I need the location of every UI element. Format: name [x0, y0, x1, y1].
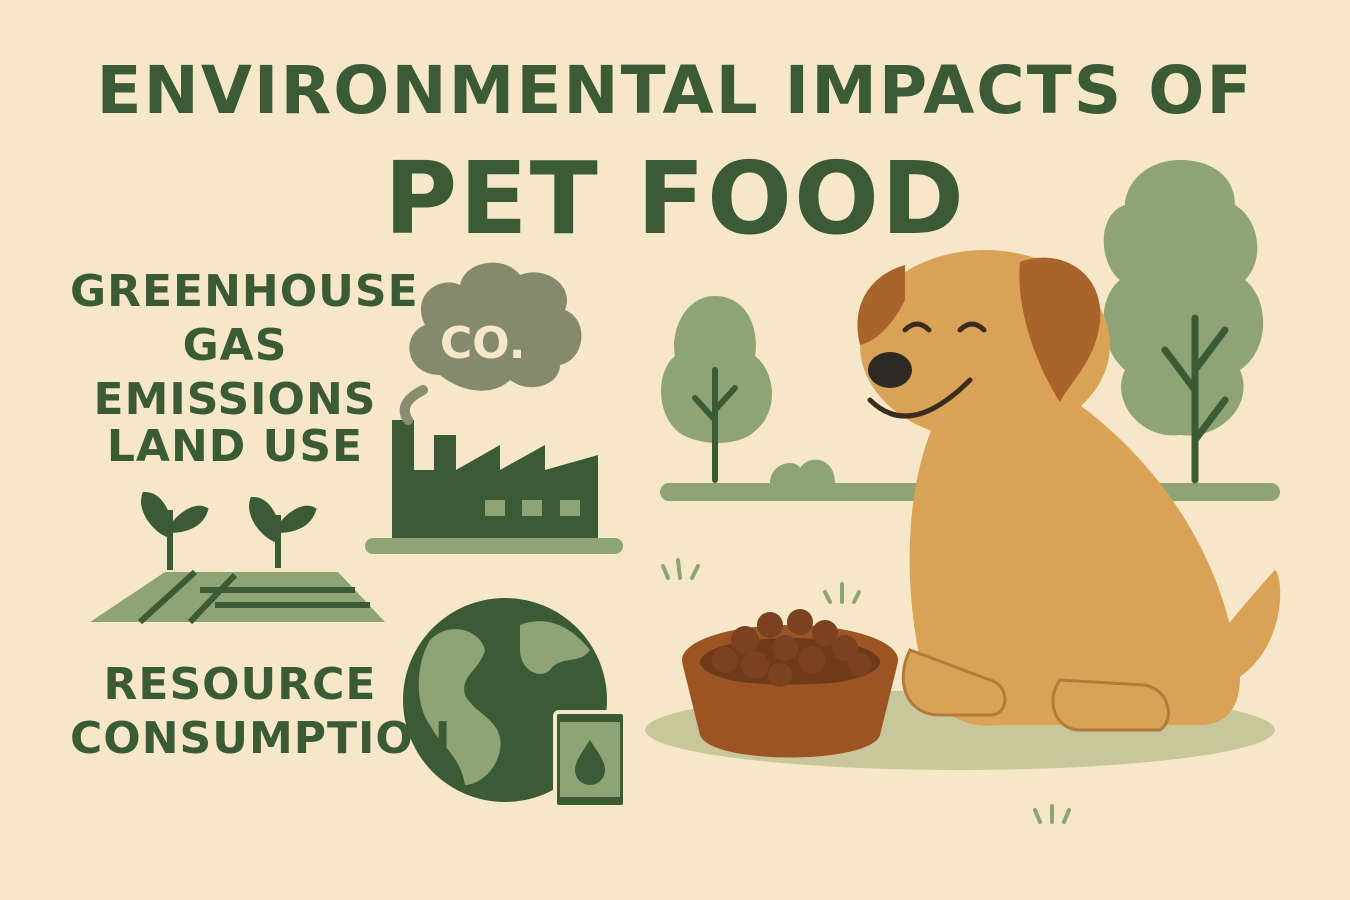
impact-label-line: GREENHOUSE	[70, 266, 419, 317]
factory-icon	[365, 385, 623, 554]
impact-land-use: LAND USE	[70, 420, 400, 474]
impact-label-line: LAND USE	[106, 421, 364, 472]
title-line-2: PET FOOD	[384, 140, 966, 257]
title-line-1: ENVIRONMENTAL IMPACTS OF	[96, 52, 1254, 129]
small-tree-icon	[661, 296, 772, 483]
food-bowl-icon	[682, 609, 898, 758]
impact-label-line: GAS EMISSIONS	[93, 320, 377, 425]
impact-resource-consumption: RESOURCE CONSUMPTION	[70, 658, 452, 766]
bush	[770, 459, 835, 483]
co2-cloud-icon	[409, 262, 582, 391]
impact-greenhouse-gas: GREENHOUSE GAS EMISSIONS	[70, 265, 419, 427]
co2-label: CO.	[440, 318, 526, 369]
grass-tufts	[661, 558, 1071, 824]
impact-label-line: RESOURCE	[103, 659, 377, 710]
dog-illustration	[857, 250, 1281, 732]
farmland-icon	[90, 491, 385, 625]
water-can-icon	[553, 710, 627, 809]
large-tree-icon	[1103, 160, 1264, 484]
impact-label-line: CONSUMPTION	[70, 713, 452, 764]
